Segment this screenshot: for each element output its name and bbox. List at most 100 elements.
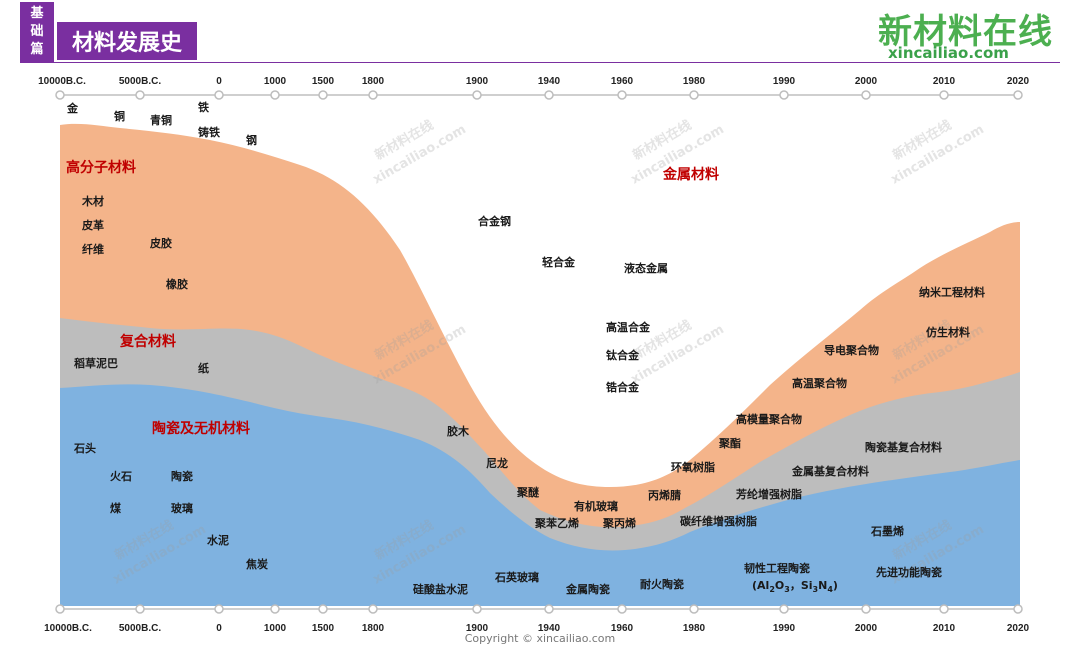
formula-part: ) — [833, 579, 838, 592]
top-tick-marker — [544, 90, 554, 100]
top-tick-label: 1800 — [362, 76, 385, 87]
material-label: 石英玻璃 — [494, 570, 539, 584]
formula-part: O — [775, 579, 784, 592]
top-tick-label: 1500 — [312, 76, 335, 87]
material-label: 铁 — [198, 100, 209, 114]
bottom-tick-marker — [135, 604, 145, 614]
material-label: 煤 — [110, 501, 122, 515]
brand-logo-name: 新材料在线 — [878, 12, 1053, 52]
top-tick-marker — [617, 90, 627, 100]
material-label: 环氧树脂 — [671, 460, 715, 474]
bottom-tick-marker — [779, 604, 789, 614]
formula-subscript: 2 — [769, 585, 775, 594]
page-title: 材料发展史 — [57, 22, 197, 60]
top-tick-marker — [861, 90, 871, 100]
top-tick-label: 1000 — [264, 76, 287, 87]
material-label: 合金钢 — [478, 214, 511, 228]
material-label: 铜 — [113, 109, 125, 123]
material-label: 高温聚合物 — [792, 376, 847, 390]
category-label-ceramic: 陶瓷及无机材料 — [152, 420, 250, 437]
top-tick-marker — [55, 90, 65, 100]
top-tick-label: 1900 — [466, 76, 489, 87]
formula-subscript: 3 — [813, 585, 819, 594]
bottom-tick-marker — [318, 604, 328, 614]
material-label: 石头 — [73, 441, 96, 455]
bottom-tick-label: 2010 — [933, 623, 956, 634]
top-tick-marker — [939, 90, 949, 100]
bottom-tick-marker — [472, 604, 482, 614]
formula-subscript: 4 — [827, 585, 833, 594]
material-label: 木材 — [81, 194, 104, 208]
bottom-tick-label: 5000B.C. — [119, 623, 161, 634]
bottom-tick-label: 1900 — [466, 623, 489, 634]
bottom-tick-label: 1960 — [611, 623, 634, 634]
top-tick-marker — [135, 90, 145, 100]
bottom-tick-label: 2020 — [1007, 623, 1030, 634]
material-label: 陶瓷基复合材料 — [865, 440, 942, 454]
section-tag-line-1: 基 — [30, 6, 44, 21]
bottom-tick-marker — [368, 604, 378, 614]
material-label: 聚酯 — [718, 436, 741, 450]
bottom-tick-label: 1980 — [683, 623, 706, 634]
material-label: 陶瓷 — [171, 469, 193, 483]
formula-part: ，Si — [790, 579, 813, 592]
top-tick-label: 0 — [216, 76, 222, 87]
material-label: 皮革 — [81, 218, 104, 232]
category-label-composite: 复合材料 — [119, 333, 176, 350]
material-label: 聚醚 — [516, 485, 539, 499]
bottom-tick-marker — [1013, 604, 1023, 614]
material-label: 玻璃 — [171, 501, 193, 515]
material-label: 皮胶 — [149, 236, 172, 250]
material-label: 青铜 — [150, 113, 172, 127]
material-label: 稻草泥巴 — [74, 356, 118, 370]
top-tick-marker — [270, 90, 280, 100]
bottom-tick-marker — [689, 604, 699, 614]
material-label: 锆合金 — [606, 380, 640, 394]
copyright-notice: Copyright © xincailiao.com — [464, 632, 616, 645]
bottom-tick-marker — [270, 604, 280, 614]
material-label: 纳米工程材料 — [919, 285, 985, 299]
top-tick-marker — [689, 90, 699, 100]
category-label-polymer: 高分子材料 — [66, 159, 136, 176]
material-label: 尼龙 — [486, 456, 508, 470]
material-label: 耐火陶瓷 — [640, 577, 684, 591]
material-label: 火石 — [110, 470, 132, 483]
top-tick-label: 2020 — [1007, 76, 1030, 87]
bottom-tick-label: 2000 — [855, 623, 878, 634]
material-label: 液态金属 — [624, 261, 668, 275]
formula-part: (Al — [752, 579, 769, 592]
top-tick-marker — [1013, 90, 1023, 100]
material-label: 导电聚合物 — [824, 343, 879, 357]
bottom-tick-label: 1940 — [538, 623, 561, 634]
bottom-tick-marker — [214, 604, 224, 614]
top-tick-label: 10000B.C. — [38, 76, 86, 87]
material-label: 纤维 — [82, 242, 104, 256]
top-tick-label: 1990 — [773, 76, 796, 87]
material-label: 钛合金 — [606, 348, 640, 362]
section-tag-line-3: 篇 — [30, 42, 44, 57]
material-label: 聚苯乙烯 — [534, 516, 579, 530]
top-tick-label: 2000 — [855, 76, 878, 87]
formula-part: N — [818, 579, 827, 592]
brand-logo-url: xincailiao.com — [888, 44, 1009, 62]
material-label: 轻合金 — [542, 255, 576, 269]
top-tick-marker — [318, 90, 328, 100]
material-label: 仿生材料 — [926, 325, 970, 339]
bottom-tick-marker — [544, 604, 554, 614]
material-label: 金属基复合材料 — [791, 464, 869, 478]
category-label-metal: 金属材料 — [662, 166, 719, 183]
material-label: 高模量聚合物 — [736, 412, 802, 426]
material-label: 橡胶 — [166, 277, 188, 291]
material-label: 先进功能陶瓷 — [876, 565, 942, 579]
top-tick-marker — [779, 90, 789, 100]
top-tick-label: 1960 — [611, 76, 634, 87]
bottom-tick-label: 1500 — [312, 623, 335, 634]
material-label: 水泥 — [207, 533, 229, 547]
material-label: 金 — [66, 101, 79, 115]
material-label: 铸铁 — [198, 125, 220, 139]
bottom-tick-label: 1000 — [264, 623, 287, 634]
material-label: 碳纤维增强树脂 — [680, 514, 757, 528]
top-tick-label: 1980 — [683, 76, 706, 87]
top-tick-marker — [214, 90, 224, 100]
top-tick-marker — [472, 90, 482, 100]
